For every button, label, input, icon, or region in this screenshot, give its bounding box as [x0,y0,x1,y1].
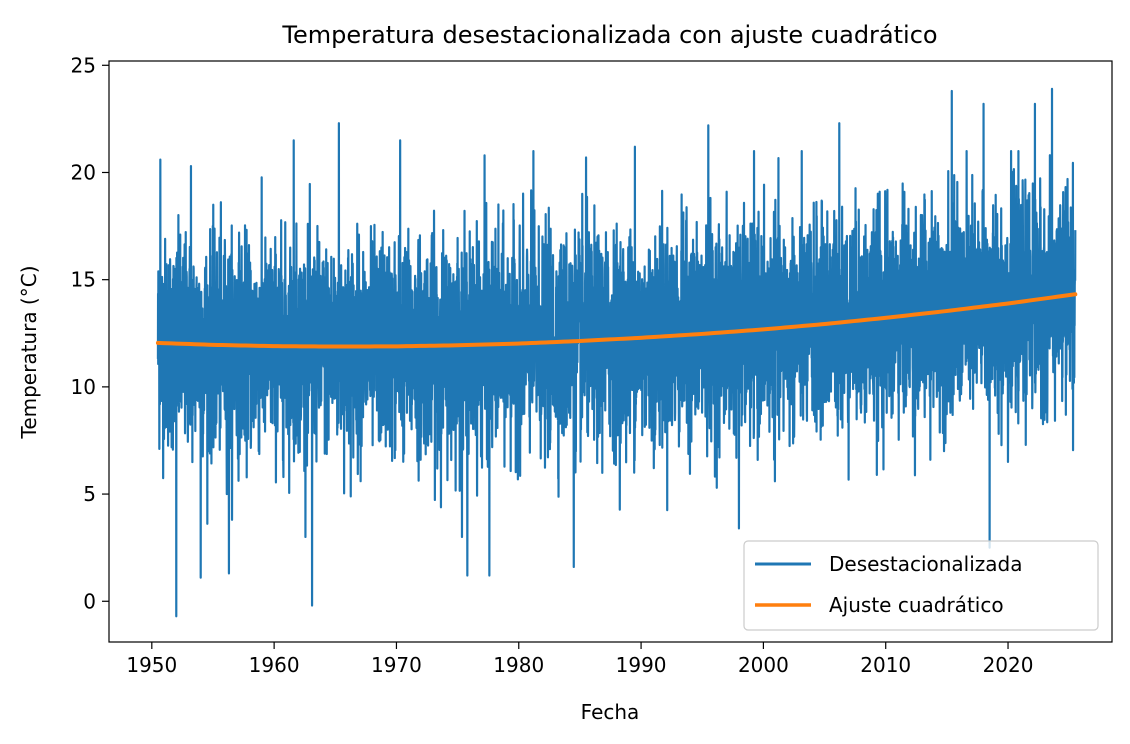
legend-label-desestacionalizada: Desestacionalizada [829,552,1023,576]
legend-box [743,540,1099,631]
legend: Desestacionalizada Ajuste cuadrático [743,540,1099,631]
x-tick-label: 2020 [983,653,1034,677]
x-tick-label: 2000 [738,653,789,677]
y-tick-label: 15 [71,268,96,292]
series-line-desestacionalizada [156,87,1077,618]
plot-frame [108,60,1113,643]
x-tick-label: 1950 [126,653,177,677]
y-tick-label: 20 [71,160,96,184]
x-tick-label: 1960 [249,653,300,677]
y-tick-label: 0 [83,589,96,613]
x-tick-label: 1990 [616,653,667,677]
x-tick-label: 1970 [371,653,422,677]
x-tick-label: 2010 [860,653,911,677]
y-tick-label: 10 [71,375,96,399]
y-tick-label: 5 [83,482,96,506]
legend-label-ajuste-cuadratico: Ajuste cuadrático [829,593,1004,617]
axes: 1950 1960 1970 1980 1990 2000 2010 2020 0 5 10 15 20… [71,53,1034,677]
y-axis-label: Temperatura (°C) [17,265,41,439]
y-tick-label: 25 [71,53,96,77]
plot-series [155,87,1078,618]
x-tick-label: 1980 [493,653,544,677]
series-line-ajuste-cuadratico [155,292,1078,349]
chart-title: Temperatura desestacionalizada con ajust… [281,21,937,49]
x-axis-label: Fecha [581,700,640,724]
